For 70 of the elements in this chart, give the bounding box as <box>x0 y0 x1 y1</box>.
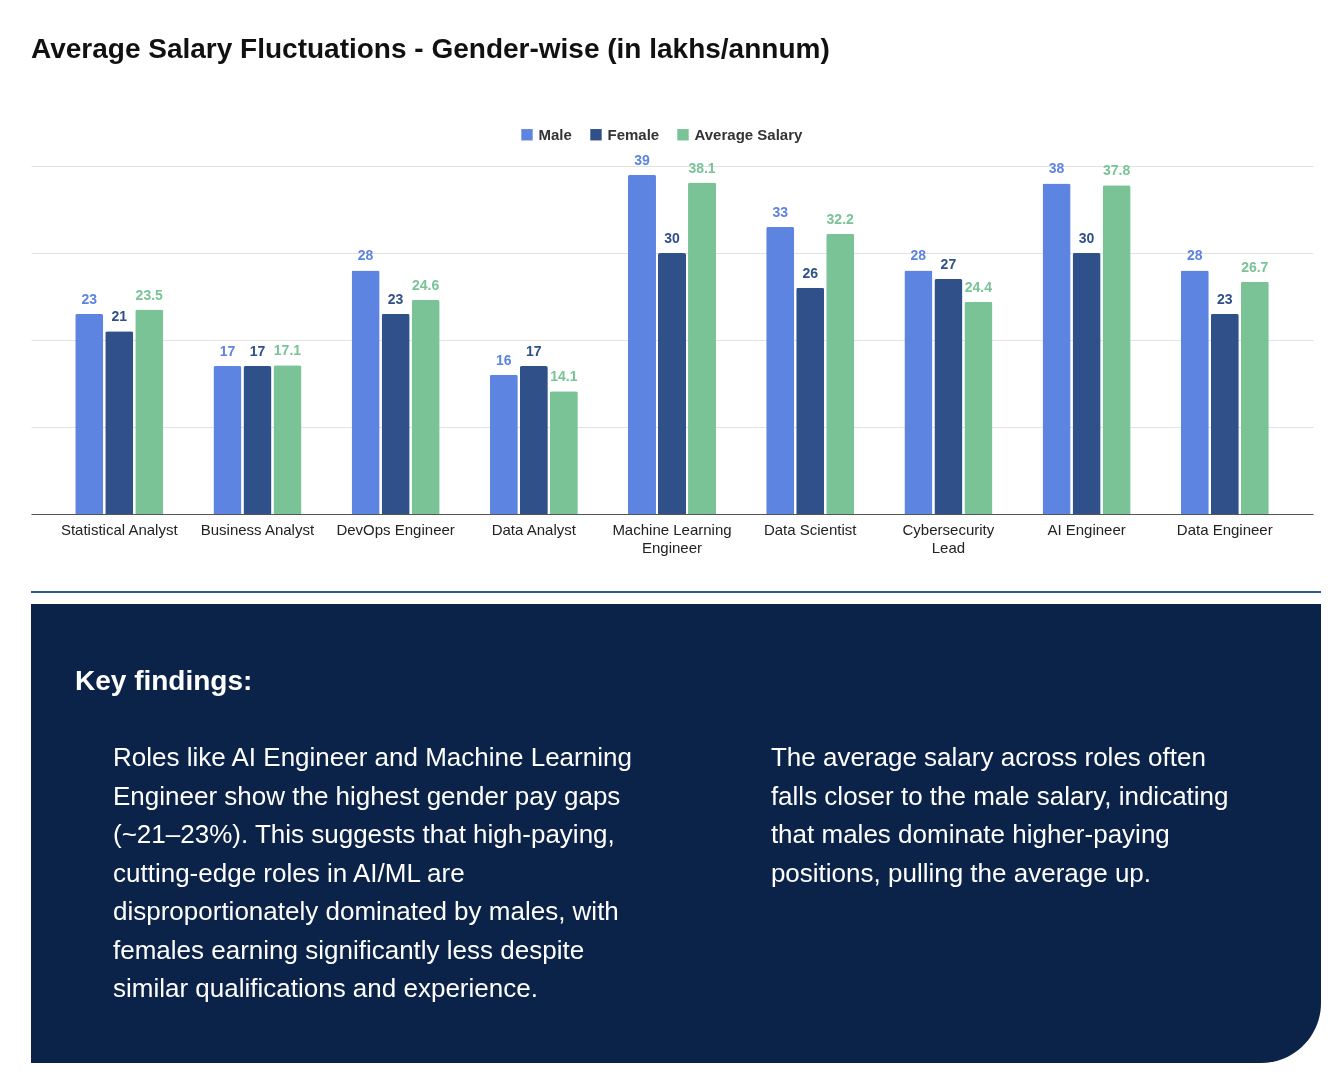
data-label: 27 <box>940 256 957 273</box>
bar <box>964 301 993 514</box>
x-tick-label: AI Engineer <box>1047 520 1126 538</box>
bar <box>1180 270 1209 514</box>
data-label: 28 <box>357 247 374 264</box>
text: The average salary across roles often falls closer to the male salary, indicating that males dominate higher-paying positions, pulling the average up. <box>770 742 1229 888</box>
x-tick-label: DevOps Engineer <box>336 520 455 538</box>
data-label: 16 <box>496 351 512 368</box>
data-label: 17 <box>249 343 266 360</box>
bar <box>766 226 795 514</box>
bar <box>351 270 380 514</box>
data-label: 26.7 <box>1241 258 1269 275</box>
data-label: 23 <box>81 290 98 307</box>
data-label: 23 <box>1216 290 1233 307</box>
bar <box>904 270 933 514</box>
bar <box>411 299 440 514</box>
bar <box>75 313 104 514</box>
data-label: 24.6 <box>412 276 440 293</box>
bar <box>213 366 242 514</box>
bar <box>1042 183 1071 514</box>
x-tick-label: Business Analyst <box>200 520 315 538</box>
data-label: 26 <box>802 264 819 281</box>
bar <box>688 182 717 514</box>
data-label: 21 <box>111 308 128 325</box>
bar <box>243 366 272 514</box>
x-tick-label: Statistical Analyst <box>60 520 179 538</box>
data-label: 33 <box>772 203 789 220</box>
x-tick-label: Cybersecurity Lead <box>902 520 995 556</box>
data-label: 17.1 <box>273 342 302 359</box>
data-label: 39 <box>634 151 650 168</box>
text: Roles like AI Engineer and Machine Learning Engineer show the highest gender pay gaps (~21–23%). This suggests that high-paying, cutting-edge roles in AI/ML are disproportionately dominated by males, with females earning significantly less despite similar qualifications and experience. <box>113 742 632 1003</box>
bar <box>135 309 164 514</box>
bar <box>658 253 686 514</box>
data-label: 23 <box>387 290 404 307</box>
bar <box>549 391 578 514</box>
bar <box>105 331 134 514</box>
data-label: 14.1 <box>550 368 578 385</box>
bar <box>1210 313 1239 514</box>
data-label: 28 <box>910 247 927 264</box>
bar <box>1072 253 1101 514</box>
data-label: 38.1 <box>688 159 716 176</box>
x-tick-label: Data Scientist <box>763 520 858 538</box>
data-label: 23.5 <box>135 286 164 303</box>
data-label: 28 <box>1186 247 1203 264</box>
data-label: 30 <box>664 230 680 246</box>
bar <box>1102 185 1131 514</box>
x-tick-label: Machine Learning Engineer <box>612 520 732 556</box>
data-label: 17 <box>526 343 542 360</box>
bar <box>796 287 825 514</box>
data-label: 30 <box>1078 230 1095 246</box>
bar <box>519 366 548 514</box>
legend-label: Female <box>607 125 660 143</box>
bar <box>489 374 518 514</box>
chart-title: Average Salary Fluctuations - Gender-wise (in lakhs/annum) <box>31 32 830 64</box>
data-label: 37.8 <box>1102 162 1131 179</box>
bar <box>1240 281 1269 514</box>
data-label: 38 <box>1048 160 1065 177</box>
data-label: 17 <box>219 343 236 360</box>
bar <box>826 233 855 514</box>
bar <box>627 174 656 514</box>
bar <box>273 365 302 514</box>
bar <box>934 279 963 514</box>
x-tick-label: Data Analyst <box>491 520 577 538</box>
x-tick-label: Data Engineer <box>1176 520 1273 538</box>
text: Key findings: <box>75 665 253 696</box>
legend-label: Male <box>538 125 572 143</box>
data-label: 24.4 <box>964 278 993 295</box>
bar <box>381 313 410 514</box>
data-label: 32.2 <box>826 210 855 227</box>
legend-label: Average Salary <box>694 125 803 143</box>
